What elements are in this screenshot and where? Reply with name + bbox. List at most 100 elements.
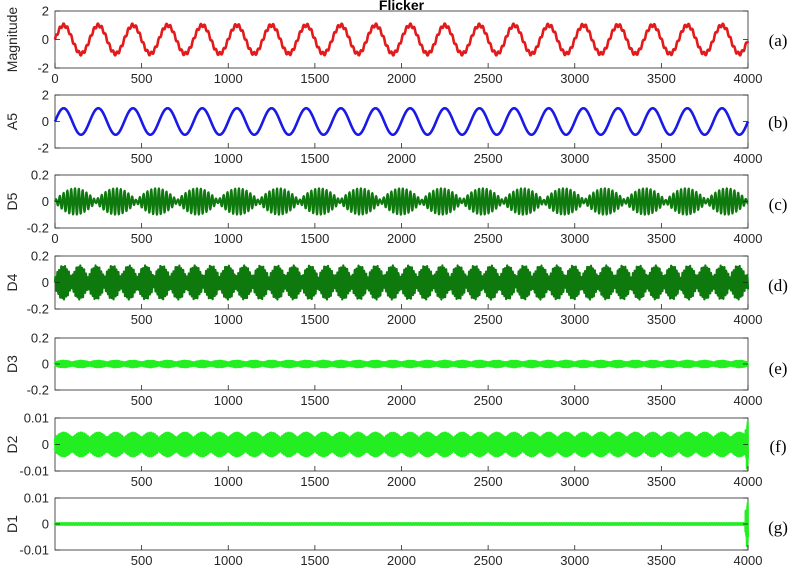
series-line	[53, 420, 750, 470]
x-tick-label: 2000	[387, 474, 416, 489]
y-tick-label: -0.01	[19, 543, 49, 558]
y-tick-label: 0	[42, 275, 49, 290]
x-tick-label: 2500	[474, 553, 503, 568]
x-tick-label: 500	[131, 312, 153, 327]
x-tick-label: 3000	[560, 553, 589, 568]
y-tick-label: 0.2	[31, 249, 49, 264]
subplot-c: -0.200.20 500 1000 1500 2000 2500 3000 3500 4000…	[4, 168, 787, 247]
panel-label: (g)	[768, 518, 788, 537]
y-tick-label: 0	[42, 357, 49, 372]
y-axis-label: D2	[4, 435, 20, 453]
y-tick-label: 0	[42, 517, 49, 532]
x-tick-label: 1500	[300, 474, 329, 489]
x-tick-label: 4000	[734, 151, 763, 166]
x-tick-label: 1500	[300, 71, 329, 86]
y-tick-label: -2	[37, 141, 49, 156]
x-tick-label: 4000	[734, 71, 763, 86]
series-line	[53, 359, 750, 369]
subplot-d: -0.2 0 0.2 500 1000 1500 2000 2500 3000 3500 4000 D…	[4, 249, 788, 328]
x-tick-label: 3000	[560, 312, 589, 327]
panel-label: (f)	[770, 437, 787, 456]
x-tick-label: 2500	[474, 474, 503, 489]
x-tick-label: 3500	[647, 553, 676, 568]
x-tick-label: 500	[131, 71, 153, 86]
panel-label: (a)	[769, 31, 788, 50]
x-tick-label: 1000	[214, 231, 243, 246]
x-tick-label: 500	[131, 474, 153, 489]
x-tick-label: 4000	[734, 312, 763, 327]
y-tick-label: -0.2	[27, 383, 49, 398]
panel-label: (c)	[769, 195, 788, 214]
y-tick-label: -0.2	[27, 221, 49, 236]
y-tick-label: 0.01	[24, 491, 49, 506]
x-tick-label: 1500	[300, 393, 329, 408]
y-tick-label: 0	[42, 114, 49, 129]
x-tick-label: 1500	[300, 553, 329, 568]
x-tick-label: 4000	[734, 553, 763, 568]
y-tick-label: 2	[42, 88, 49, 103]
x-tick-label: 3500	[647, 151, 676, 166]
x-tick-label: 2000	[387, 393, 416, 408]
x-tick-label: 3500	[647, 71, 676, 86]
panel-label: (b)	[768, 113, 788, 132]
x-tick-label: 500	[131, 231, 153, 246]
series-line	[53, 22, 750, 57]
y-tick-label: 0.2	[31, 331, 49, 346]
x-tick-label: 4000	[734, 231, 763, 246]
x-tick-label: 2500	[474, 393, 503, 408]
series-line	[53, 106, 750, 137]
series-line	[53, 501, 750, 548]
x-tick-label: 3500	[647, 474, 676, 489]
subplot-e: -0.2 0 0.2 500 1000 1500 2000 2500 3000 3500 4000 D…	[4, 331, 787, 409]
y-tick-label: 0	[42, 32, 49, 47]
x-tick-label: 2000	[387, 151, 416, 166]
panel-label: (d)	[768, 276, 788, 295]
x-tick-label: 2000	[387, 231, 416, 246]
y-tick-label: -0.01	[19, 464, 49, 479]
x-tick-label: 1000	[214, 151, 243, 166]
panel-label: (e)	[769, 359, 788, 378]
subplot-g: -0.01 0 0.01 500 1000 1500 2000 2500 3000 3500 400…	[4, 491, 788, 569]
y-tick-label: 0.2	[31, 168, 49, 183]
x-tick-label: 3000	[560, 71, 589, 86]
x-tick-label: 0	[51, 231, 58, 246]
y-axis-label: Magnitude	[4, 7, 20, 73]
y-axis-label: D1	[4, 515, 20, 533]
x-tick-label: 2500	[474, 231, 503, 246]
x-tick-label: 1500	[300, 151, 329, 166]
y-tick-label: 0.01	[24, 411, 49, 426]
x-tick-label: 1000	[214, 312, 243, 327]
x-tick-label: 3000	[560, 474, 589, 489]
x-tick-label: 2000	[387, 71, 416, 86]
x-tick-label: 4000	[734, 474, 763, 489]
y-tick-label: 0	[42, 437, 49, 452]
x-tick-label: 3500	[647, 231, 676, 246]
x-tick-label: 3500	[647, 393, 676, 408]
x-tick-label: 500	[131, 553, 153, 568]
x-tick-label: 500	[131, 151, 153, 166]
x-tick-label: 3000	[560, 231, 589, 246]
series-line	[53, 187, 749, 216]
x-tick-label: 2500	[474, 71, 503, 86]
x-tick-label: 1000	[214, 553, 243, 568]
x-tick-label: 3000	[560, 393, 589, 408]
x-tick-label: 3500	[647, 312, 676, 327]
y-axis-label: D5	[4, 192, 20, 210]
x-tick-label: 1500	[300, 231, 329, 246]
chart-title: Flicker	[379, 0, 425, 13]
x-tick-label: 1000	[214, 393, 243, 408]
x-tick-label: 2000	[387, 312, 416, 327]
subplot-f: -0.01 0 0.01 500 1000 1500 2000 2500 3000 3500 400…	[4, 411, 786, 490]
y-tick-label: 0	[42, 194, 49, 209]
x-tick-label: 2500	[474, 151, 503, 166]
x-tick-label: 1500	[300, 312, 329, 327]
x-tick-label: 1000	[214, 71, 243, 86]
y-axis-label: D3	[4, 355, 20, 373]
x-tick-label: 500	[131, 393, 153, 408]
x-tick-label: 3000	[560, 151, 589, 166]
y-axis-label: A5	[4, 113, 20, 130]
x-tick-label: 2000	[387, 553, 416, 568]
series-line	[53, 264, 750, 301]
